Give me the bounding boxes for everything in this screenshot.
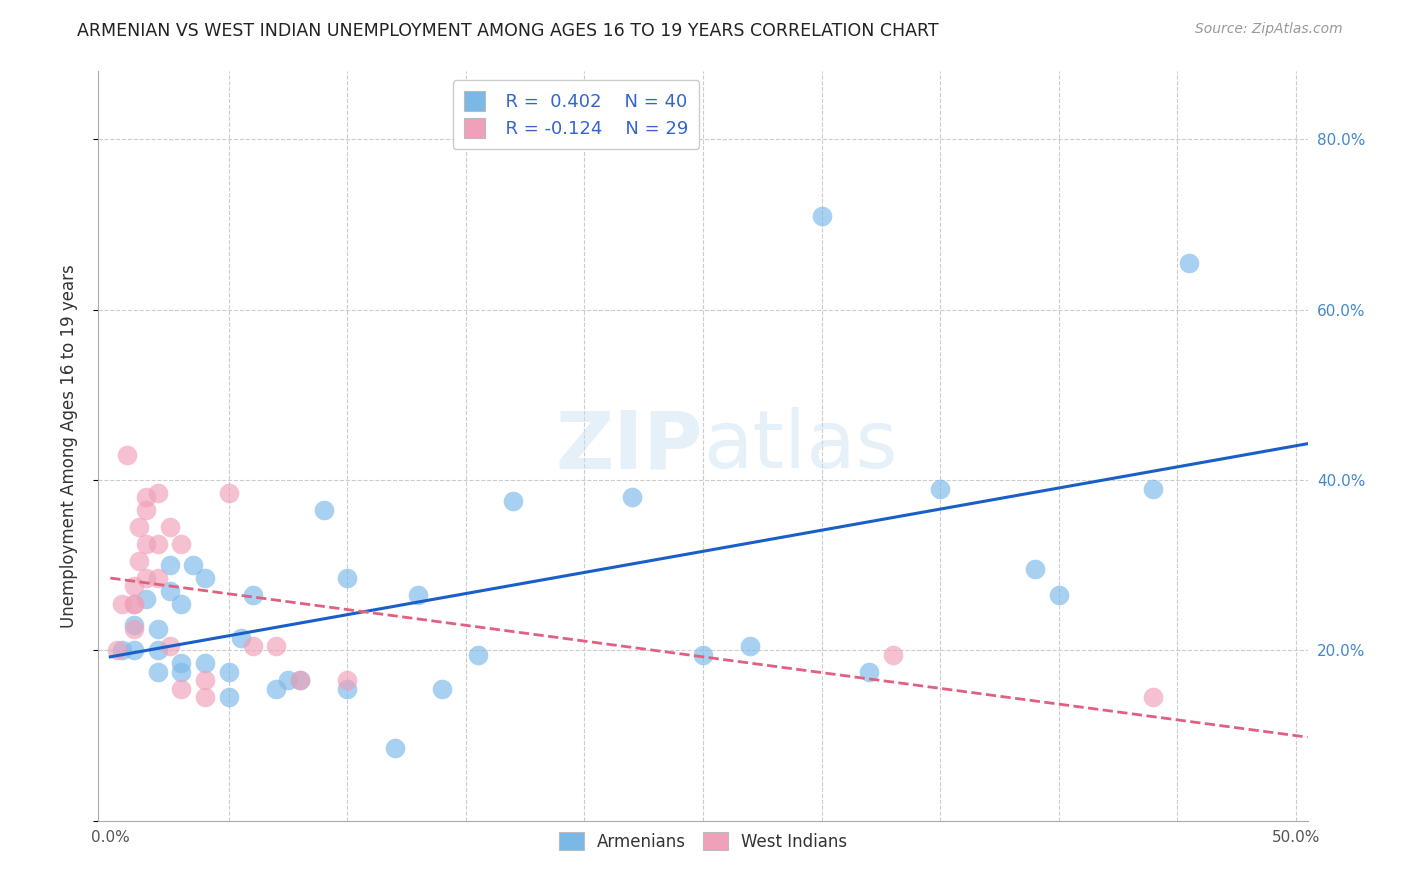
Point <box>181 558 204 573</box>
Point <box>122 643 145 657</box>
Point <box>858 665 880 679</box>
Point <box>218 690 240 705</box>
Point <box>159 558 181 573</box>
Point <box>312 503 335 517</box>
Point <box>264 639 287 653</box>
Point <box>194 690 217 705</box>
Point <box>170 597 193 611</box>
Point <box>336 571 359 585</box>
Point <box>1142 690 1164 705</box>
Point <box>692 648 714 662</box>
Point <box>882 648 904 662</box>
Point <box>1178 256 1201 270</box>
Point <box>111 597 134 611</box>
Point <box>242 588 264 602</box>
Point <box>336 681 359 696</box>
Point <box>135 537 157 551</box>
Text: ZIP: ZIP <box>555 407 703 485</box>
Point <box>128 520 150 534</box>
Point <box>146 485 169 500</box>
Point <box>122 597 145 611</box>
Point <box>159 639 181 653</box>
Point <box>502 494 524 508</box>
Point <box>740 639 762 653</box>
Point <box>194 571 217 585</box>
Point <box>122 622 145 636</box>
Point <box>135 490 157 504</box>
Point <box>146 537 169 551</box>
Point <box>229 631 252 645</box>
Point <box>288 673 311 688</box>
Point <box>146 571 169 585</box>
Point <box>122 617 145 632</box>
Point <box>194 673 217 688</box>
Point <box>242 639 264 653</box>
Point <box>218 485 240 500</box>
Point <box>122 597 145 611</box>
Point <box>135 592 157 607</box>
Point <box>929 482 952 496</box>
Point <box>146 665 169 679</box>
Point <box>111 643 134 657</box>
Point <box>620 490 643 504</box>
Point <box>277 673 299 688</box>
Text: ARMENIAN VS WEST INDIAN UNEMPLOYMENT AMONG AGES 16 TO 19 YEARS CORRELATION CHART: ARMENIAN VS WEST INDIAN UNEMPLOYMENT AMO… <box>77 22 939 40</box>
Point <box>159 520 181 534</box>
Point <box>1142 482 1164 496</box>
Point <box>467 648 489 662</box>
Point <box>384 741 406 756</box>
Point <box>122 580 145 594</box>
Text: Source: ZipAtlas.com: Source: ZipAtlas.com <box>1195 22 1343 37</box>
Point <box>135 503 157 517</box>
Point <box>135 571 157 585</box>
Point <box>1024 562 1046 576</box>
Point <box>264 681 287 696</box>
Point <box>810 209 832 223</box>
Text: atlas: atlas <box>703 407 897 485</box>
Point <box>1047 588 1070 602</box>
Point <box>170 537 193 551</box>
Point <box>105 643 128 657</box>
Point <box>194 656 217 670</box>
Point <box>146 643 169 657</box>
Point <box>128 554 150 568</box>
Point <box>336 673 359 688</box>
Y-axis label: Unemployment Among Ages 16 to 19 years: Unemployment Among Ages 16 to 19 years <box>59 264 77 628</box>
Legend: Armenians, West Indians: Armenians, West Indians <box>553 826 853 857</box>
Point <box>408 588 430 602</box>
Point <box>218 665 240 679</box>
Point <box>288 673 311 688</box>
Point <box>159 583 181 598</box>
Point <box>432 681 454 696</box>
Point <box>115 448 138 462</box>
Point <box>170 656 193 670</box>
Point <box>146 622 169 636</box>
Point <box>170 665 193 679</box>
Point <box>170 681 193 696</box>
